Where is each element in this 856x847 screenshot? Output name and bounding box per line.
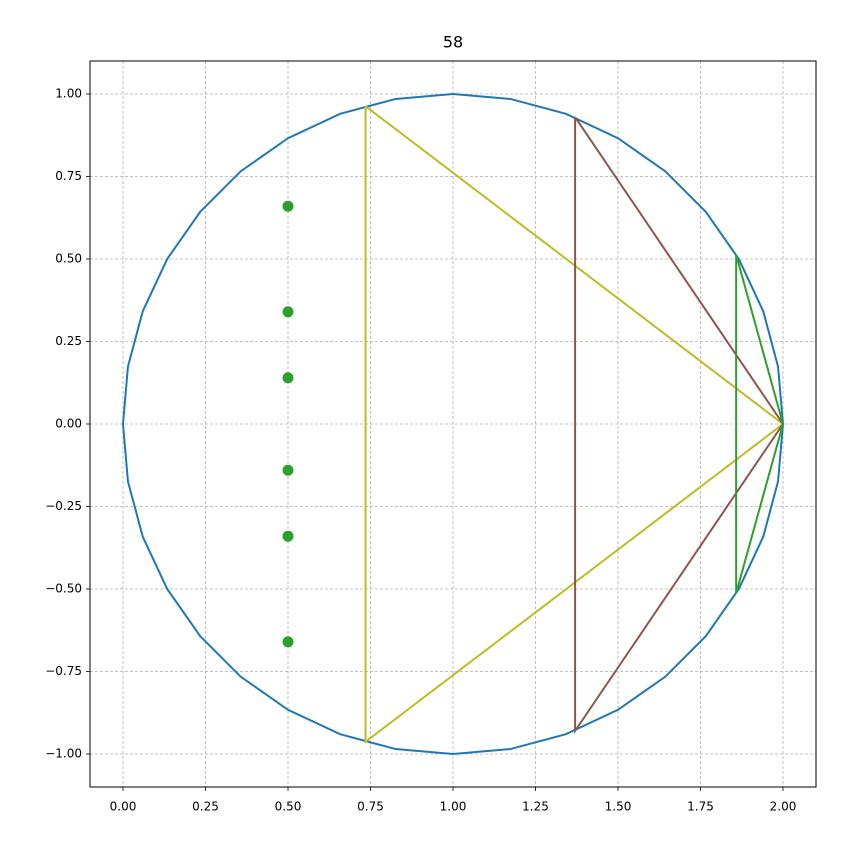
- y-tick-label: 1.00: [55, 87, 82, 101]
- point: [282, 636, 294, 648]
- chart-title: 58: [443, 33, 463, 52]
- plot-frame: [89, 60, 817, 788]
- x-tick-label: 2.00: [770, 800, 797, 814]
- x-tick-label: 0.50: [275, 800, 302, 814]
- line: [121, 92, 784, 756]
- x-tick-label: 0.00: [110, 800, 137, 814]
- point: [282, 372, 294, 384]
- x-tick-label: 0.25: [192, 800, 219, 814]
- point: [282, 464, 294, 476]
- point: [282, 200, 294, 212]
- point: [282, 530, 294, 542]
- y-tick-label: 0.00: [55, 417, 82, 431]
- y-tick-label: −1.00: [45, 747, 82, 761]
- point: [282, 306, 294, 318]
- y-tick-label: −0.25: [45, 499, 82, 513]
- y-tick-label: 0.75: [55, 169, 82, 183]
- line: [574, 116, 785, 735]
- x-tick-label: 0.75: [357, 800, 384, 814]
- x-tick-label: 1.25: [522, 800, 549, 814]
- y-tick-label: 0.50: [55, 252, 82, 266]
- y-tick-label: 0.25: [55, 334, 82, 348]
- y-tick-label: −0.50: [45, 582, 82, 596]
- y-tick-label: −0.75: [45, 664, 82, 678]
- x-tick-label: 1.75: [687, 800, 714, 814]
- x-tick-label: 1.50: [605, 800, 632, 814]
- x-tick-label: 1.00: [440, 800, 467, 814]
- line: [735, 254, 785, 594]
